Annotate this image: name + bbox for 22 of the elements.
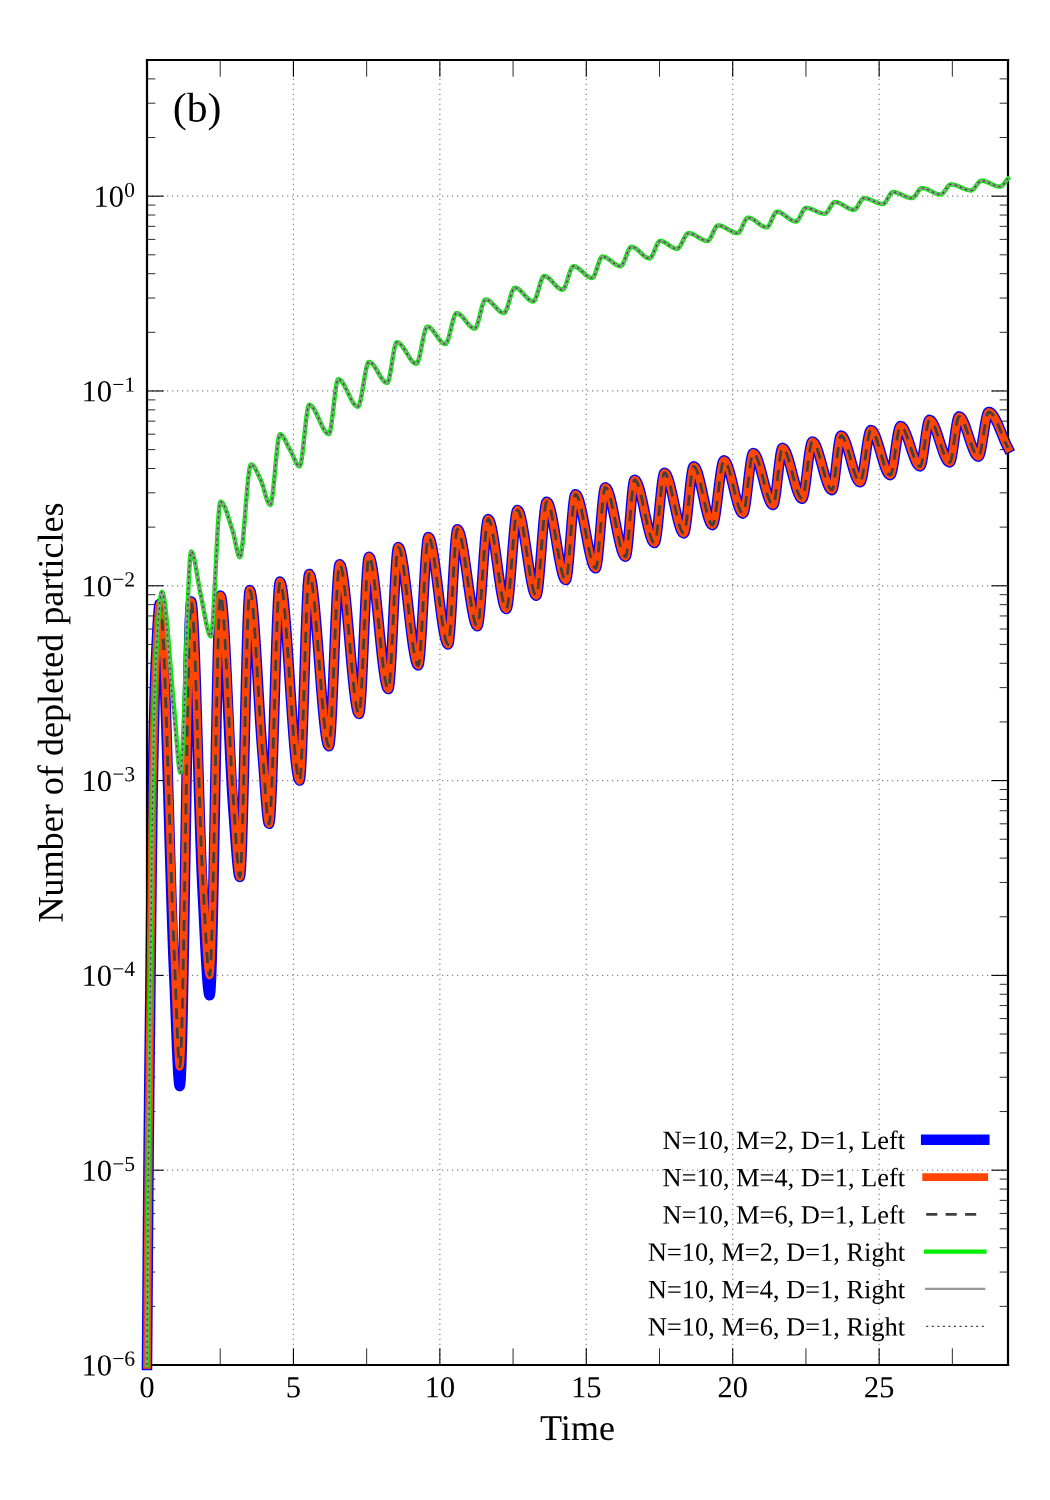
- legend-label: N=10, M=4, D=1, Right: [648, 1279, 905, 1304]
- y-tick-label: 10$^{−5}$: [84, 1156, 135, 1182]
- legend-label: N=10, M=6, D=1, Right: [648, 1317, 905, 1342]
- annotation: (b): [174, 92, 220, 131]
- legend-label: N=10, M=2, D=1, Right: [648, 1242, 905, 1267]
- y-tick-label: 10$^{0}$: [96, 182, 135, 207]
- x-tick-label: 10: [427, 1376, 454, 1398]
- y-axis-title: Number of depleted particles: [37, 503, 71, 922]
- x-tick-label: 20: [718, 1376, 747, 1398]
- x-tick-label: 15: [573, 1377, 601, 1398]
- y-tick-label: 10$^{−4}$: [84, 961, 135, 987]
- legend-label: N=10, M=6, D=1, Left: [663, 1204, 905, 1228]
- x-tick-label: 25: [865, 1377, 894, 1398]
- x-axis-title: Time: [540, 1416, 614, 1441]
- y-tick-label: 10$^{−1}$: [84, 377, 134, 402]
- x-tick-label: 0: [140, 1376, 154, 1398]
- legend-label: N=10, M=4, D=1, Left: [663, 1167, 905, 1191]
- y-tick-label: 10$^{−6}$: [84, 1351, 135, 1376]
- legend-label: N=10, M=2, D=1, Left: [663, 1130, 905, 1154]
- y-tick-label: 10$^{−2}$: [84, 572, 134, 597]
- x-tick-label: 5: [287, 1377, 300, 1398]
- y-tick-label: 10$^{−3}$: [84, 767, 135, 792]
